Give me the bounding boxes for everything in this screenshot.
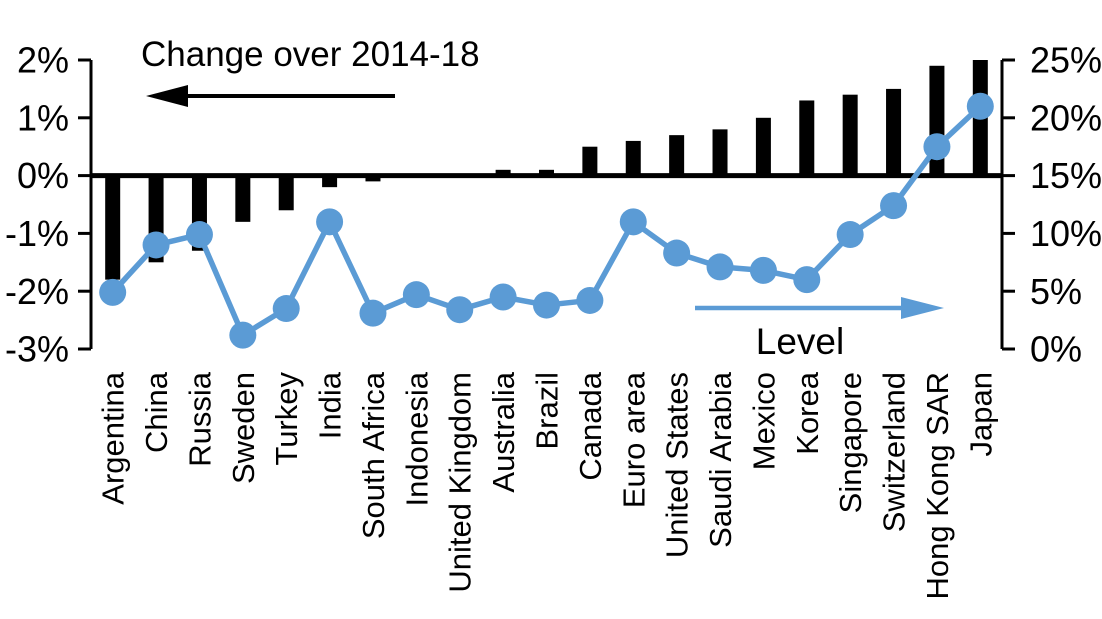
x-label-russia: Russia [182,371,217,467]
level-marker-indonesia [402,281,430,309]
x-label-korea: Korea [790,371,825,454]
level-marker-japan [966,92,994,120]
x-label-argentina: Argentina [96,371,131,504]
right-series-label: Level [755,321,845,362]
x-label-china: China [139,371,174,453]
right-arrow-head-icon [901,297,944,319]
level-marker-united-kingdom [446,296,474,324]
level-marker-russia [185,221,213,249]
level-marker-united-states [663,239,691,267]
x-label-hong-kong-sar: Hong Kong SAR [920,372,955,599]
x-label-australia: Australia [486,371,521,492]
x-label-united-states: United States [660,372,695,558]
bar-euro-area [625,140,641,176]
level-marker-south-africa [359,299,387,327]
x-label-brazil: Brazil [530,372,565,450]
left-axis-tick-label: 0% [17,155,69,196]
x-label-singapore: Singapore [833,372,868,513]
right-axis-tick-label: 15% [1030,155,1102,196]
level-marker-australia [489,283,517,311]
bar-singapore [842,94,858,176]
bar-argentina [105,175,121,280]
bar-switzerland [886,88,902,176]
level-marker-korea [793,266,821,294]
x-label-india: India [313,371,348,439]
level-marker-singapore [836,221,864,249]
x-label-indonesia: Indonesia [399,371,434,506]
bar-united-states [669,135,685,176]
x-label-canada: Canada [573,371,608,480]
left-arrow-head-icon [146,85,188,107]
left-series-label: Change over 2014-18 [141,35,480,74]
bar-korea [799,100,815,176]
x-label-mexico: Mexico [746,372,781,470]
left-axis-tick-label: -2% [5,271,69,312]
left-axis-tick-label: -3% [5,329,69,370]
level-marker-hong-kong-sar [923,133,951,161]
level-marker-mexico [749,256,777,284]
level-marker-argentina [99,278,127,306]
level-marker-china [142,231,170,259]
bar-saudi-arabia [712,129,728,176]
x-label-sweden: Sweden [226,372,261,484]
x-label-united-kingdom: United Kingdom [443,372,478,593]
right-axis-tick-label: 25% [1030,40,1102,81]
right-axis-tick-label: 10% [1030,213,1102,254]
level-marker-turkey [272,295,300,323]
bar-india [322,175,338,188]
level-marker-switzerland [880,192,908,220]
x-label-japan: Japan [963,372,998,456]
x-label-south-africa: South Africa [356,371,391,539]
level-marker-sweden [229,321,257,349]
bar-canada [582,146,598,176]
bar-sweden [235,175,251,222]
right-axis-tick-label: 5% [1030,271,1082,312]
x-label-saudi-arabia: Saudi Arabia [703,371,738,548]
left-axis-tick-label: 2% [17,40,69,81]
level-marker-canada [576,286,604,314]
bar-australia [495,169,511,176]
x-label-turkey: Turkey [269,372,304,466]
level-marker-brazil [533,291,560,319]
bar-brazil [539,169,554,176]
left-axis-tick-label: -1% [5,213,69,254]
left-axis-tick-label: 1% [17,97,69,138]
level-marker-india [316,208,344,236]
right-axis-tick-label: 0% [1030,329,1082,370]
level-marker-euro-area [619,208,647,236]
x-label-euro-area: Euro area [616,371,651,508]
bar-turkey [278,175,294,211]
bar-mexico [755,117,771,176]
level-marker-saudi-arabia [706,253,734,281]
bar-south-africa [365,175,381,182]
x-label-switzerland: Switzerland [877,372,912,532]
right-axis-tick-label: 20% [1030,97,1102,138]
